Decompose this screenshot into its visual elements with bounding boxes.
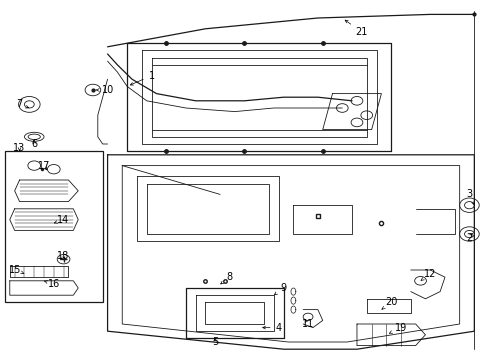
- Text: 3: 3: [466, 189, 473, 205]
- Text: 11: 11: [301, 319, 314, 329]
- Text: 18: 18: [57, 251, 70, 261]
- Text: 15: 15: [8, 265, 24, 275]
- Text: 7: 7: [17, 99, 29, 109]
- Text: 9: 9: [274, 283, 286, 295]
- Text: 17: 17: [38, 161, 50, 171]
- Text: 13: 13: [13, 143, 26, 153]
- Text: 19: 19: [388, 323, 407, 333]
- Text: 2: 2: [466, 233, 471, 243]
- Text: 21: 21: [345, 20, 367, 37]
- Text: 14: 14: [54, 215, 70, 225]
- Text: 12: 12: [420, 269, 436, 280]
- Text: 16: 16: [44, 279, 60, 289]
- Text: 4: 4: [262, 323, 281, 333]
- Text: 8: 8: [220, 272, 232, 284]
- Text: 5: 5: [212, 337, 218, 347]
- Text: 20: 20: [381, 297, 397, 309]
- Text: 6: 6: [31, 139, 37, 149]
- Text: 1: 1: [130, 71, 154, 85]
- Text: 10: 10: [96, 85, 114, 95]
- Bar: [5, 151, 102, 302]
